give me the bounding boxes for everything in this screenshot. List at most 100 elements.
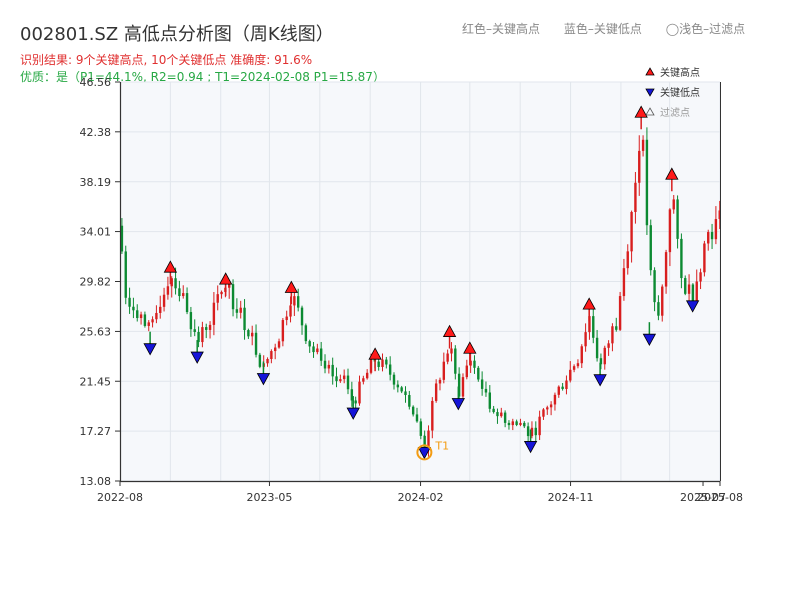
candle-body	[457, 373, 461, 397]
candle-body	[208, 324, 212, 330]
candle-body	[431, 400, 434, 431]
page-title: 002801.SZ 高低点分析图（周K线图）	[20, 24, 334, 45]
candle-body	[354, 400, 357, 404]
candle-body	[308, 341, 311, 347]
candle-body	[270, 351, 273, 360]
candle-body	[197, 332, 200, 343]
key-high-marker	[218, 272, 233, 285]
key-high-marker	[368, 347, 382, 360]
x-tick-label: 2023-05	[246, 491, 292, 504]
candle-body	[155, 312, 158, 320]
key-high-marker	[582, 297, 596, 310]
candle-body	[327, 364, 331, 369]
candle-body	[358, 381, 361, 404]
candle-body	[657, 302, 660, 316]
y-tick-label: 21.45	[80, 375, 112, 388]
candle-body	[687, 284, 691, 294]
y-tick-label: 42.38	[80, 126, 112, 139]
candle-body	[676, 199, 679, 239]
legend-marker	[645, 67, 655, 76]
candle-body	[415, 414, 419, 422]
candle-body	[592, 316, 595, 338]
x-axis: 2022-08 2023-05 2024-02 2024-11 2025-072025-…	[97, 481, 743, 504]
candle-body	[661, 286, 664, 316]
candle-body	[496, 412, 499, 417]
key-low-marker	[593, 374, 607, 387]
candle-body	[473, 360, 476, 368]
candle-body	[549, 404, 553, 408]
y-axis: 13.08 17.27 21.45 25.63 29.82 34.01 38.19 42.38…	[80, 76, 120, 488]
candle-body	[546, 407, 549, 410]
y-tick-label: 25.63	[80, 325, 112, 338]
candle-body	[714, 219, 718, 240]
candle-body	[277, 341, 281, 348]
candle-body	[220, 291, 223, 295]
candle-body	[526, 426, 530, 437]
candle-body	[530, 427, 534, 437]
key-low-marker	[523, 441, 538, 454]
candle-body	[346, 375, 350, 390]
candle-body	[136, 310, 139, 319]
legend-red-text: 红色–关键高点	[462, 22, 541, 36]
candle-body	[519, 422, 522, 425]
candle-body	[672, 199, 675, 210]
candle-body	[641, 139, 645, 151]
candle-body	[695, 281, 698, 303]
candle-body	[584, 332, 587, 347]
candle-body	[350, 389, 354, 401]
candle-body	[385, 359, 388, 365]
candle-body	[503, 412, 507, 423]
candle-body	[500, 412, 503, 417]
key-low-marker	[642, 333, 657, 347]
key-high-marker	[665, 167, 679, 180]
candle-body	[128, 297, 131, 307]
x-tick-label: 2022-08	[97, 491, 143, 504]
candle-body	[201, 327, 204, 343]
candle-body	[319, 348, 323, 361]
candle-body	[124, 251, 127, 298]
candle-body	[626, 251, 629, 269]
candle-body	[323, 360, 327, 369]
candle-body	[185, 293, 189, 313]
candle-body	[258, 354, 262, 367]
legend-label: 关键高点	[660, 66, 700, 79]
y-tick-label: 46.56	[80, 76, 112, 89]
candle-body	[139, 314, 143, 319]
candle-body	[664, 252, 668, 287]
candle-body	[193, 329, 196, 333]
candle-body	[162, 294, 166, 307]
pivot-markers: T1	[143, 105, 700, 461]
key-low-marker	[417, 446, 432, 460]
candle-body	[569, 369, 572, 381]
candle-body	[312, 346, 315, 353]
candle-body	[668, 209, 672, 253]
candle-body	[296, 296, 300, 308]
candle-body	[189, 312, 193, 330]
candle-body	[400, 387, 403, 392]
candle-body	[607, 343, 610, 348]
y-tick-label: 34.01	[80, 226, 112, 239]
candle-body	[289, 305, 292, 317]
candle-body	[182, 293, 185, 297]
candle-body	[166, 286, 170, 295]
key-low-marker	[685, 300, 700, 313]
candle-body	[469, 360, 472, 366]
candle-body	[553, 394, 557, 405]
candle-body	[649, 225, 652, 271]
candle-body	[653, 270, 656, 303]
candle-body	[293, 296, 296, 306]
candle-body	[365, 372, 369, 379]
candle-body	[542, 409, 545, 417]
candle-body	[438, 379, 442, 384]
candle-body	[599, 358, 603, 365]
candle-body	[120, 225, 124, 252]
candle-body	[251, 332, 254, 337]
candle-body	[362, 378, 365, 382]
candle-body	[212, 302, 216, 325]
candle-body	[461, 377, 465, 397]
t1-ring	[416, 444, 433, 461]
key-low-marker	[451, 398, 465, 411]
key-low-marker	[346, 407, 360, 420]
candle-body	[388, 364, 392, 375]
